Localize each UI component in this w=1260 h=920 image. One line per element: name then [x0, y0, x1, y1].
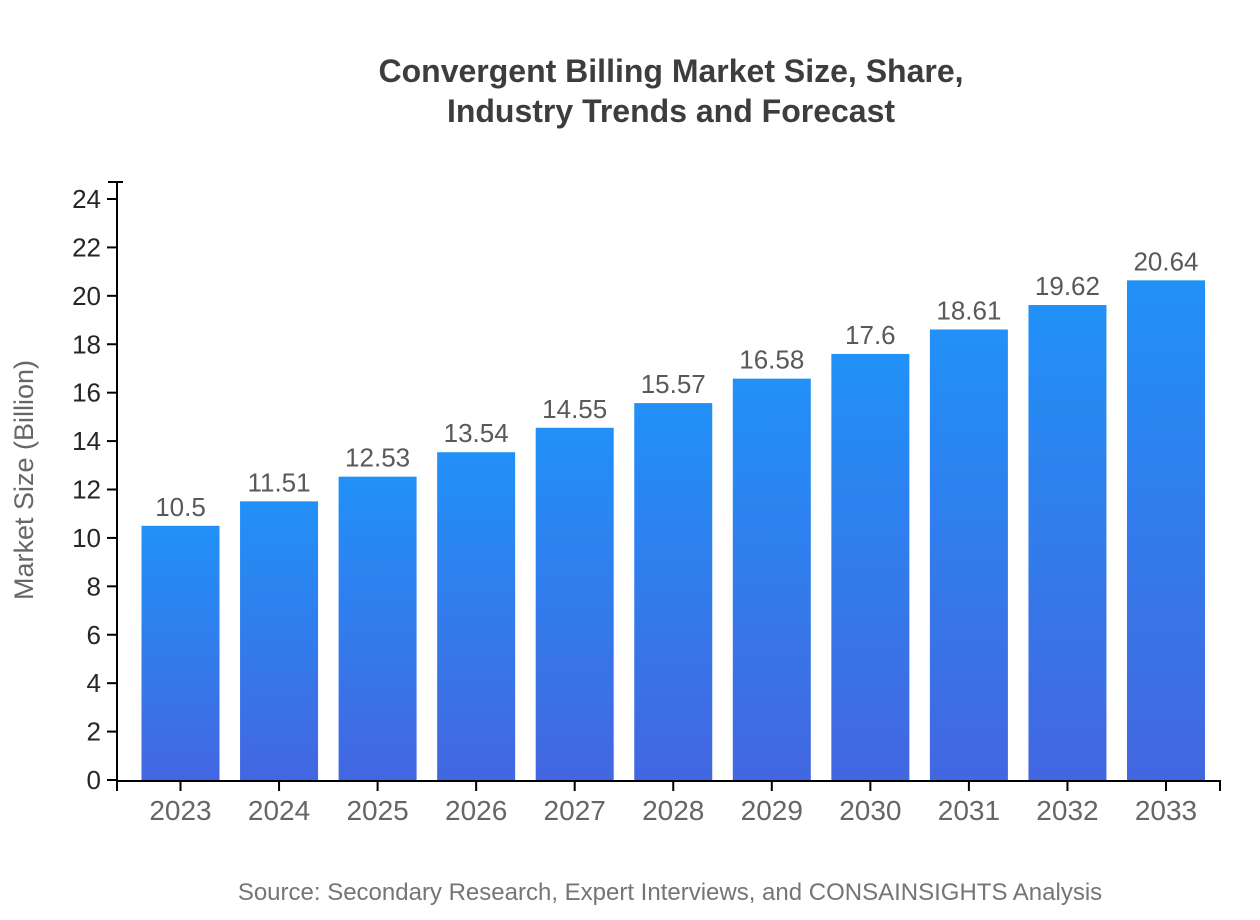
bar-value-label-2027: 14.55: [542, 394, 607, 424]
bar-2027: [535, 427, 614, 780]
x-tick-label-2023: 2023: [149, 795, 211, 826]
bar-2026: [437, 452, 516, 780]
x-tick-label-2029: 2029: [741, 795, 803, 826]
bar-value-label-2030: 17.6: [845, 320, 896, 350]
y-tick-label: 8: [87, 571, 101, 601]
x-tick-label-2030: 2030: [839, 795, 901, 826]
y-tick-label: 18: [72, 329, 101, 359]
bar-2032: [1028, 305, 1107, 780]
y-axis-title: Market Size (Billion): [9, 360, 39, 600]
bar-2025: [338, 476, 417, 780]
bar-value-label-2033: 20.64: [1133, 246, 1198, 276]
bar-value-label-2024: 11.51: [247, 467, 310, 497]
y-tick-label: 4: [87, 668, 101, 698]
x-tick-label-2028: 2028: [642, 795, 704, 826]
y-tick-label: 12: [72, 475, 101, 505]
y-tick-label: 20: [72, 281, 101, 311]
y-tick-label: 16: [72, 378, 101, 408]
y-tick-label: 10: [72, 523, 101, 553]
bar-value-label-2025: 12.53: [345, 443, 410, 473]
y-tick-label: 24: [72, 184, 101, 214]
x-tick-label-2027: 2027: [544, 795, 606, 826]
x-tick-label-2024: 2024: [248, 795, 310, 826]
bar-value-label-2029: 16.58: [739, 345, 804, 375]
bar-value-label-2023: 10.5: [155, 492, 206, 522]
y-tick-label: 0: [87, 765, 101, 795]
chart-title-line-2: Industry Trends and Forecast: [447, 93, 895, 129]
x-tick-label-2026: 2026: [445, 795, 507, 826]
bar-value-label-2031: 18.61: [936, 295, 1001, 325]
x-tick-label-2025: 2025: [346, 795, 408, 826]
bar-2024: [240, 501, 319, 780]
bar-2033: [1127, 280, 1205, 780]
bar-2023: [141, 525, 220, 780]
bar-2031: [929, 329, 1008, 780]
bar-value-label-2032: 19.62: [1035, 271, 1100, 301]
bar-value-label-2028: 15.57: [641, 369, 706, 399]
chart-title-line-1: Convergent Billing Market Size, Share,: [378, 53, 963, 89]
x-tick-label-2032: 2032: [1036, 795, 1098, 826]
x-tick-label-2031: 2031: [938, 795, 1000, 826]
y-tick-label: 14: [72, 426, 101, 456]
y-tick-label: 2: [87, 717, 101, 747]
bar-value-label-2026: 13.54: [444, 418, 509, 448]
bar-2029: [732, 378, 811, 780]
bar-2028: [634, 403, 713, 780]
x-tick-label-2033: 2033: [1135, 795, 1197, 826]
source-note: Source: Secondary Research, Expert Inter…: [238, 879, 1102, 906]
bar-2030: [831, 353, 910, 780]
y-tick-label: 22: [72, 232, 101, 262]
y-tick-label: 6: [87, 620, 101, 650]
